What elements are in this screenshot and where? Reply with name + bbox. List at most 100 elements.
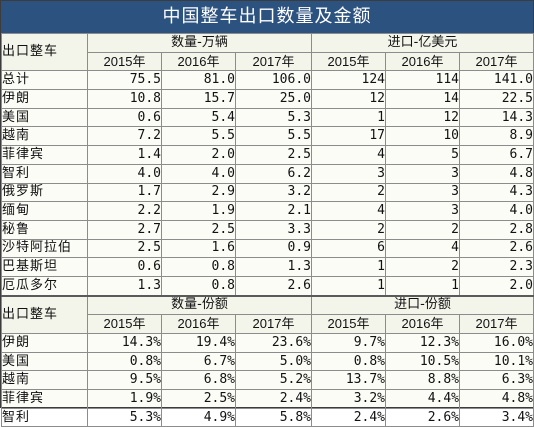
value-cell: 4.0 [458,201,534,221]
value-cell: 1 [311,257,386,277]
value-cell: 3.2% [311,389,386,409]
value-cell: 2.7 [87,219,162,240]
value-cell: 5.5 [161,126,236,147]
country-label: 菲律宾 [1,145,88,165]
value-cell: 2.6 [458,238,534,259]
value-cell: 6.8% [161,370,236,391]
value-cell: 14 [385,89,460,109]
row-header-label: 出口整车 [1,294,88,334]
table-row: 秘鲁 2.7 2.5 3.3 2 2 2.8 [1,219,534,240]
country-label: 伊朗 [1,89,88,109]
table-row: 总计 75.5 81.0 106.0 124 114 141.0 [1,70,534,91]
country-label: 总计 [1,70,88,91]
value-cell: 0.8% [87,351,162,372]
country-label: 智利 [1,163,88,184]
value-cell: 2.5% [161,389,236,409]
column-group-header: 进口-份额 [310,294,534,316]
country-label: 俄罗斯 [1,182,88,203]
value-cell: 6 [311,238,386,259]
value-cell: 7.2 [87,126,162,147]
value-cell: 0.8 [161,257,236,277]
value-cell: 10.5% [385,351,460,372]
country-label: 伊朗 [1,333,88,353]
country-label: 美国 [1,351,88,372]
year-header: 2016年 [385,51,460,72]
value-cell: 5.0% [235,351,312,372]
value-cell: 3 [311,163,386,184]
country-label: 菲律宾 [1,389,88,409]
value-cell: 2 [385,219,460,240]
value-cell: 3.4% [458,407,534,427]
value-cell: 2.0 [161,145,236,165]
value-cell: 4 [385,238,460,259]
table-title: 中国整车出口数量及金额 [1,1,533,33]
table-row: 厄瓜多尔 1.3 0.8 2.6 1 1 2.0 [1,275,534,297]
year-header: 2017年 [458,314,534,334]
table-row: 俄罗斯 1.7 2.9 3.2 2 3 4.3 [1,182,534,203]
year-header: 2015年 [87,314,162,334]
value-cell: 10.8 [87,89,162,109]
value-cell: 3 [385,201,460,221]
value-cell: 5.2% [235,370,312,391]
value-cell: 2.9 [161,182,236,203]
value-cell: 4.8 [458,163,534,184]
table-row: 巴基斯坦 0.6 0.8 1.3 1 2 2.3 [1,257,534,277]
value-cell: 8.8% [385,370,460,391]
value-cell: 124 [311,70,386,91]
value-cell: 9.5% [87,370,162,391]
column-group-header: 数量-份额 [87,294,312,316]
table-row: 美国 0.6 5.4 5.3 1 12 14.3 [1,107,534,128]
value-cell: 22.5 [458,89,534,109]
value-cell: 19.4% [161,333,236,353]
value-cell: 2.1 [235,201,312,221]
value-cell: 17 [311,126,386,147]
country-label: 智利 [1,407,88,427]
table-row: 越南 7.2 5.5 5.5 17 10 8.9 [1,126,534,147]
table-row: 伊朗 10.8 15.7 25.0 12 14 22.5 [1,89,534,109]
year-header: 2017年 [235,314,312,334]
value-cell: 5.3% [87,407,162,427]
country-label: 秘鲁 [1,219,88,240]
column-group-header: 数量-万辆 [87,33,312,53]
value-cell: 81.0 [161,70,236,91]
value-cell: 4.9% [161,407,236,427]
export-data-table: 出口整车 数量-万辆 进口-亿美元 2015年 2016年 2017年 2015年 2016年… [1,32,534,427]
value-cell: 4.3 [458,182,534,203]
value-cell: 2.0 [458,275,534,297]
country-label: 巴基斯坦 [1,257,88,277]
value-cell: 1.3 [87,275,162,297]
value-cell: 12 [311,89,386,109]
country-label: 沙特阿拉伯 [1,238,88,259]
value-cell: 4.8% [458,389,534,409]
value-cell: 10.1% [458,351,534,372]
value-cell: 3.2 [235,182,312,203]
value-cell: 15.7 [161,89,236,109]
table-row: 缅甸 2.2 1.9 2.1 4 3 4.0 [1,201,534,221]
value-cell: 2.8 [458,219,534,240]
value-cell: 5.4 [161,107,236,128]
value-cell: 4.0 [87,163,162,184]
value-cell: 2.5 [87,238,162,259]
year-header: 2015年 [311,314,386,334]
group-header-row: 出口整车 数量-份额 进口-份额 [1,294,534,334]
table-row: 美国 0.8% 6.7% 5.0% 0.8% 10.5% 10.1% [1,351,534,372]
value-cell: 2.2 [87,201,162,221]
value-cell: 2.5 [235,145,312,165]
table-row: 智利 4.0 4.0 6.2 3 3 4.8 [1,163,534,184]
table-row: 越南 9.5% 6.8% 5.2% 13.7% 8.8% 6.3% [1,370,534,391]
value-cell: 0.8 [161,275,236,297]
value-cell: 2.4% [235,389,312,409]
value-cell: 9.7% [311,333,386,353]
value-cell: 1.4 [87,145,162,165]
value-cell: 4 [311,145,386,165]
group-header-row: 出口整车 数量-万辆 进口-亿美元 [1,32,534,72]
value-cell: 141.0 [458,70,534,91]
value-cell: 16.0% [458,333,534,353]
value-cell: 0.9 [235,238,312,259]
value-cell: 10 [385,126,460,147]
value-cell: 2 [311,219,386,240]
year-header: 2017年 [235,51,312,72]
value-cell: 2.5 [161,219,236,240]
value-cell: 13.7% [311,370,386,391]
